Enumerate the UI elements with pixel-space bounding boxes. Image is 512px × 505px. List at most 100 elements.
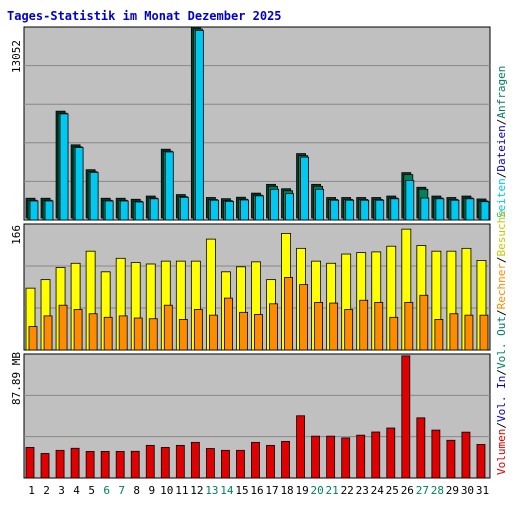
files-bar — [315, 188, 325, 221]
legend-volume: Volumen — [495, 429, 508, 475]
right-legend-bottom: Volumen/Vol. In/Vol. Out/Rechner/Besuche — [495, 210, 508, 475]
legend-vol-in: Vol. In — [495, 376, 508, 422]
hosts-bar — [178, 319, 188, 351]
volume-bar — [446, 439, 456, 479]
volume-bar — [205, 448, 215, 479]
day-label: 10 — [160, 484, 173, 497]
files-bar — [480, 201, 490, 221]
hosts-bar — [299, 284, 308, 351]
files-bar — [420, 197, 430, 221]
volume-bar — [431, 429, 441, 479]
day-label: 21 — [326, 484, 339, 497]
legend-sep-5: / — [495, 309, 508, 316]
day-label: 20 — [311, 484, 324, 497]
day-label: 22 — [341, 484, 354, 497]
hosts-bar — [404, 301, 414, 351]
volume-bar — [175, 444, 185, 479]
volume-bar — [236, 449, 245, 479]
day-label: 3 — [58, 484, 65, 497]
hosts-bar — [254, 314, 263, 351]
volume-bar — [386, 427, 396, 479]
hosts-bar — [43, 315, 53, 351]
volume-bar — [221, 449, 230, 479]
hosts-bar — [329, 302, 339, 351]
files-bar — [29, 200, 39, 221]
files-bar — [405, 180, 415, 221]
hosts-bar — [419, 294, 429, 351]
day-label: 13 — [205, 484, 218, 497]
volume-bar — [130, 450, 140, 479]
hosts-bar — [88, 313, 98, 351]
files-bar — [89, 172, 99, 221]
files-bar — [360, 199, 370, 221]
hosts-bar — [73, 309, 83, 351]
files-bar — [119, 200, 129, 221]
volume-bar — [461, 431, 471, 479]
files-bar — [44, 200, 54, 221]
day-label: 19 — [295, 484, 308, 497]
day-labels: 1 2 3 4 5 6 7 8 9 10 11 12 13 14 15 16 17 18 19 20 21 22 23 24 2… — [28, 484, 489, 497]
files-bar — [179, 196, 189, 221]
hosts-bar — [239, 311, 248, 351]
hosts-bar — [464, 314, 474, 351]
day-label: 9 — [148, 484, 155, 497]
volume-bar — [311, 435, 321, 479]
files-bar — [104, 200, 114, 221]
hosts-bar — [359, 299, 369, 351]
hosts-bar — [449, 313, 459, 351]
volume-bar — [85, 451, 95, 479]
right-legend-top: Seiten/Dateien/Anfragen — [495, 66, 508, 218]
legend-visits: Besuche — [495, 210, 508, 256]
day-label: 30 — [461, 484, 474, 497]
hosts-bar — [479, 314, 489, 351]
day-label: 12 — [190, 484, 203, 497]
day-label: 14 — [220, 484, 234, 497]
day-label: 28 — [431, 484, 444, 497]
legend-vol-out: Vol. Out — [495, 316, 508, 369]
legend-sep-2: / — [495, 119, 508, 126]
day-label: 27 — [416, 484, 429, 497]
volume-bar — [160, 447, 170, 479]
legend-hosts: Rechner — [495, 263, 508, 310]
day-label: 5 — [88, 484, 95, 497]
volume-panel — [23, 353, 491, 479]
visits-panel — [23, 223, 491, 351]
files-bar — [240, 199, 249, 221]
files-bar — [164, 151, 174, 221]
files-bar — [194, 30, 204, 221]
files-bar — [390, 198, 400, 221]
volume-bar — [100, 451, 110, 479]
requests-max-label: 13052 — [10, 40, 23, 73]
day-label: 8 — [133, 484, 140, 497]
volume-bar — [115, 451, 125, 479]
volume-bar — [326, 435, 336, 479]
legend-files: Dateien — [495, 125, 508, 171]
hosts-bar — [163, 304, 173, 351]
day-label: 17 — [265, 484, 278, 497]
day-label: 15 — [235, 484, 248, 497]
hosts-bar — [208, 314, 218, 351]
files-bar — [270, 188, 279, 221]
files-bar — [225, 201, 234, 221]
legend-sep-3: / — [495, 422, 508, 429]
files-bar — [255, 195, 264, 221]
day-label: 31 — [476, 484, 489, 497]
volume-bar — [145, 444, 155, 479]
hosts-bar — [434, 319, 444, 351]
volume-bar — [356, 434, 366, 479]
volume-bar — [251, 441, 260, 479]
volume-bar — [190, 441, 200, 479]
day-label: 1 — [28, 484, 35, 497]
chart-title: Tages-Statistik im Monat Dezember 2025 — [7, 9, 282, 23]
day-label: 25 — [386, 484, 399, 497]
hosts-bar — [314, 301, 324, 351]
files-bar — [375, 199, 385, 221]
hosts-bar — [148, 318, 158, 351]
volume-bar — [296, 415, 305, 479]
volume-bar — [416, 417, 426, 479]
hosts-bar — [193, 309, 203, 351]
day-label: 24 — [371, 484, 385, 497]
day-label: 26 — [401, 484, 414, 497]
volume-bar — [55, 449, 65, 479]
files-bar — [465, 198, 475, 221]
